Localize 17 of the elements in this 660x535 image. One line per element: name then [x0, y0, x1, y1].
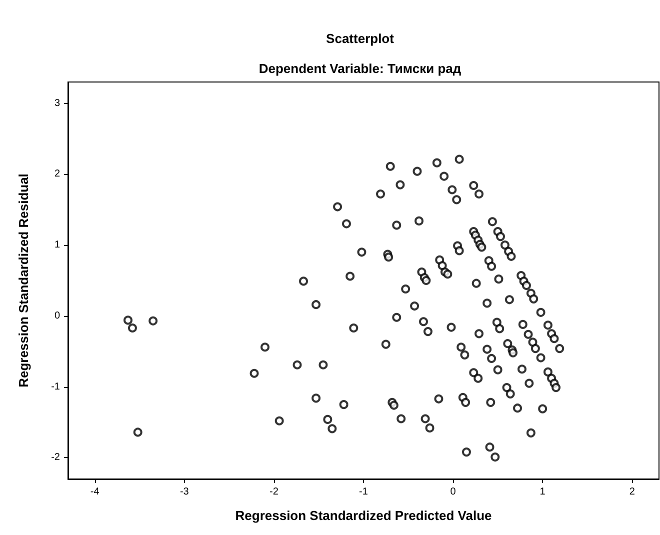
- y-tick-label: -1: [51, 381, 60, 392]
- x-axis-title: Regression Standardized Predicted Value: [235, 508, 492, 523]
- y-tick-label: 0: [54, 310, 60, 322]
- x-tick-label: 1: [540, 486, 546, 498]
- y-tick-label: 3: [54, 98, 60, 109]
- y-tick-label: 2: [54, 168, 60, 180]
- x-tick-label: -4: [90, 486, 100, 498]
- x-tick-label: 0: [450, 486, 456, 498]
- x-tick-label: -3: [180, 486, 190, 498]
- y-tick-label: 1: [54, 240, 60, 251]
- y-tick-label: -2: [51, 452, 60, 464]
- chart-title: Scatterplot: [326, 31, 395, 46]
- x-tick-label: -1: [359, 486, 368, 498]
- y-axis-title: Regression Standardized Residual: [16, 174, 31, 388]
- x-tick-label: -2: [270, 486, 279, 498]
- x-tick-label: 2: [629, 486, 636, 498]
- chart-subtitle: Dependent Variable: Тимски рад: [258, 61, 462, 76]
